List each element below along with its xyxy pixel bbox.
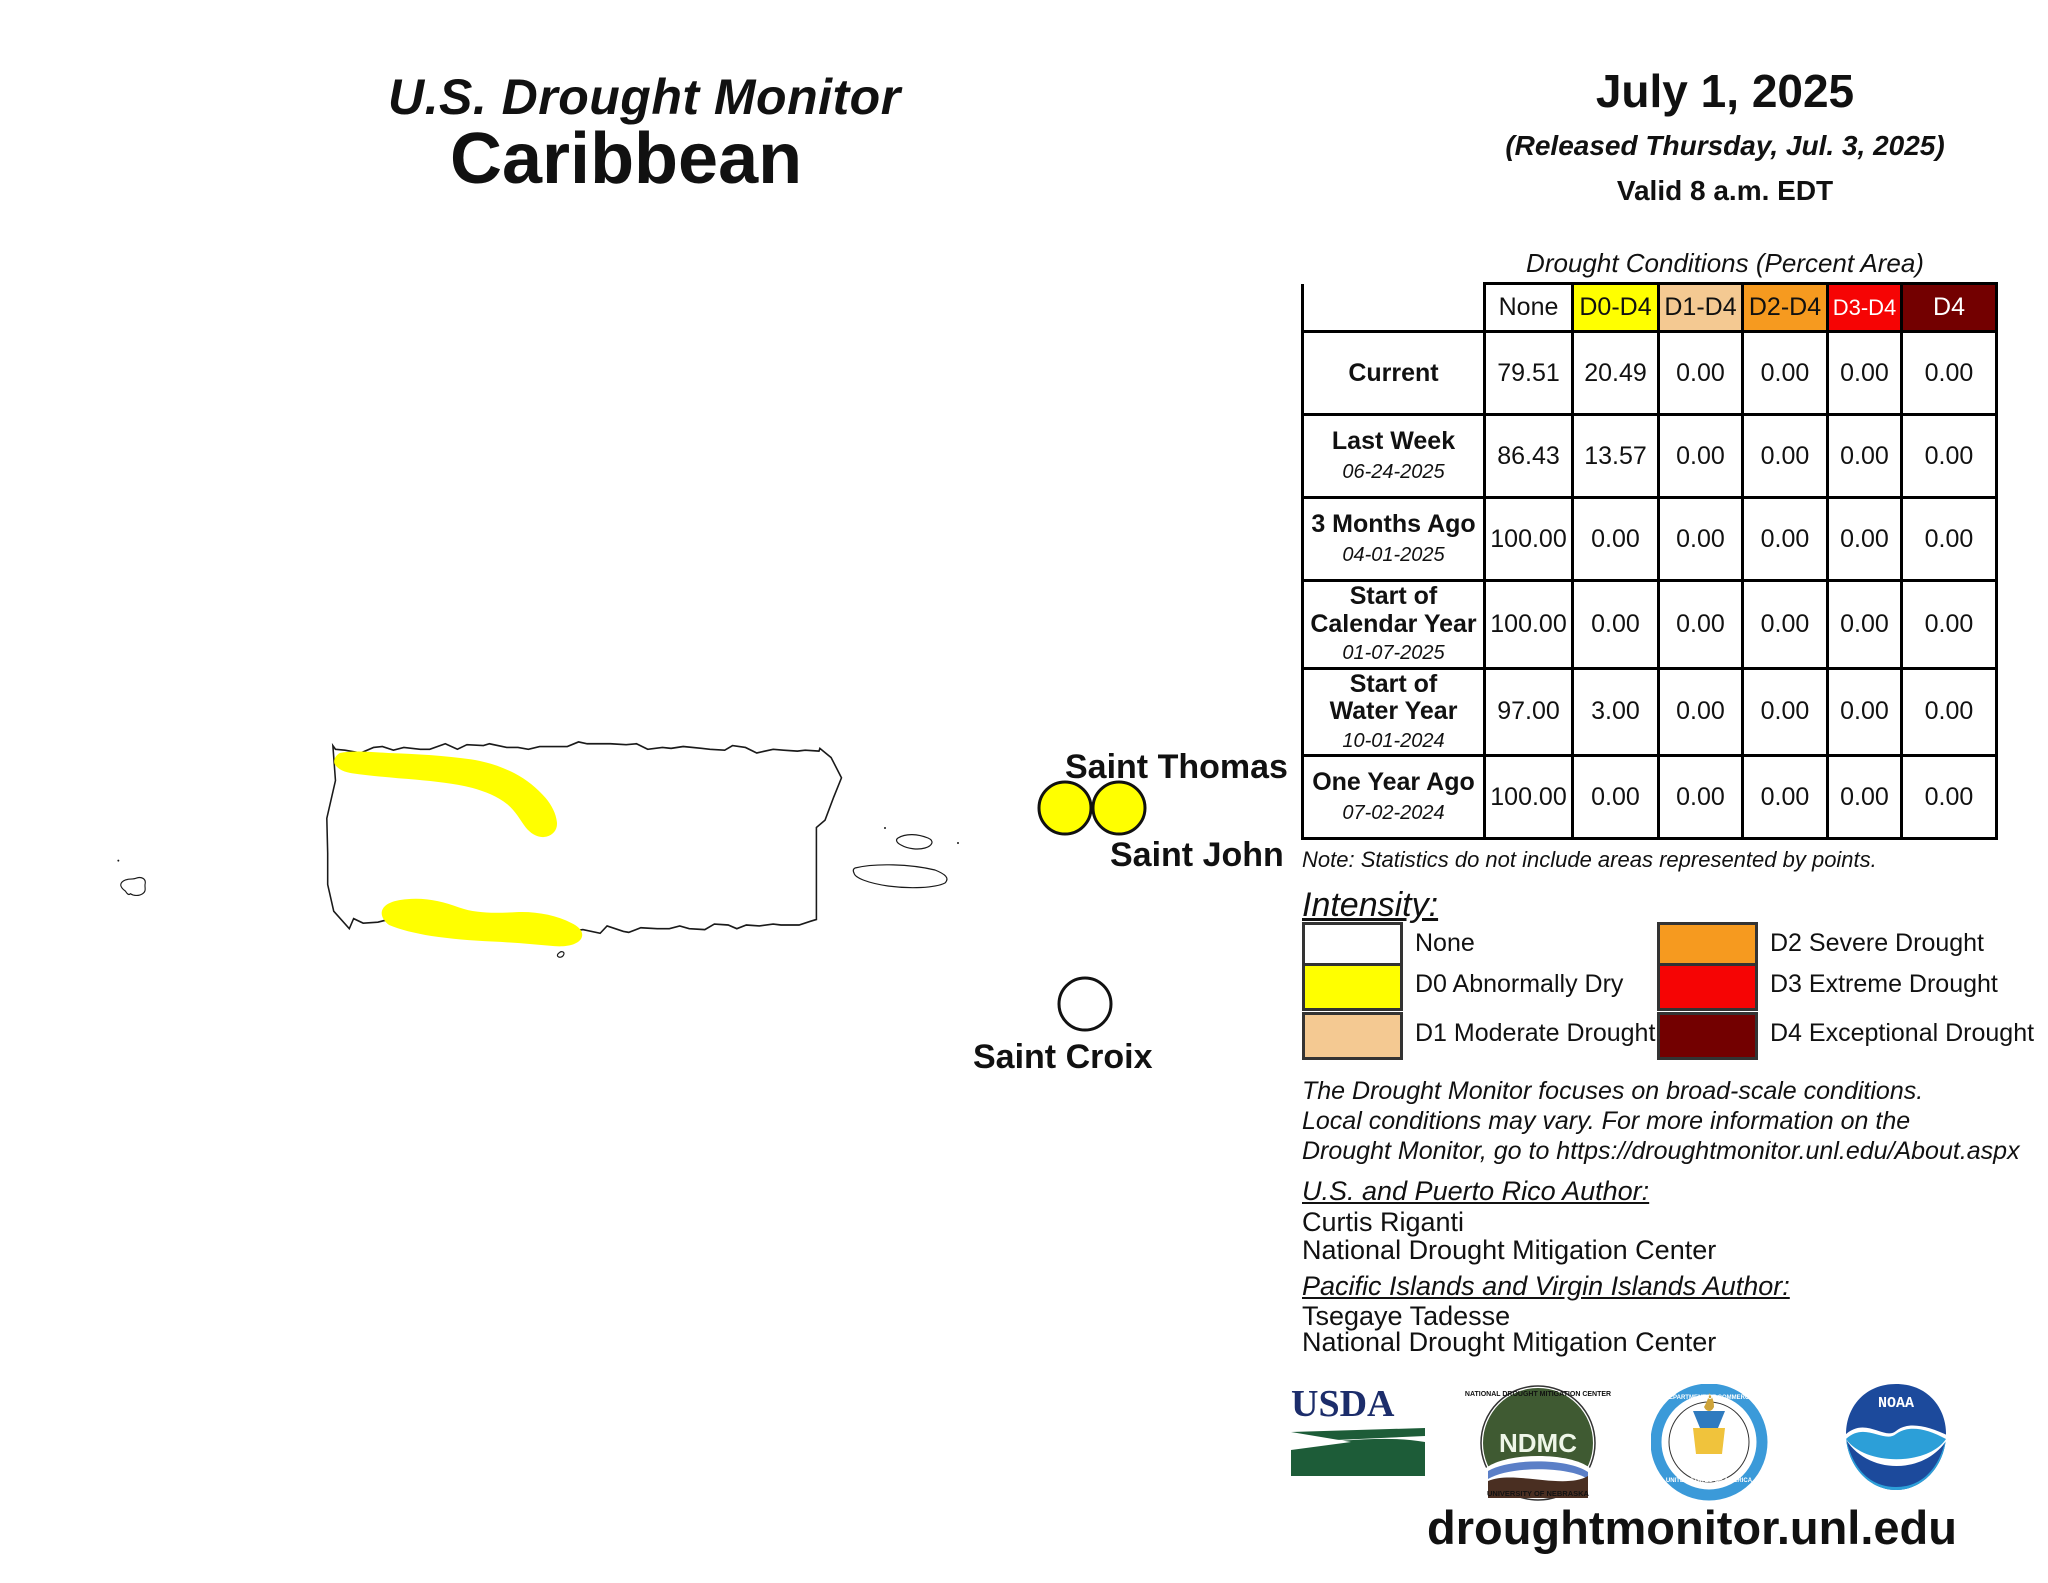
svg-text:NATIONAL DROUGHT MITIGATION CE: NATIONAL DROUGHT MITIGATION CENTER xyxy=(1465,1391,1611,1398)
svg-text:USDA: USDA xyxy=(1291,1384,1395,1425)
svg-text:NOAA: NOAA xyxy=(1878,1395,1914,1412)
svg-text:NDMC: NDMC xyxy=(1499,1428,1577,1458)
svg-text:UNITED STATES OF AMERICA: UNITED STATES OF AMERICA xyxy=(1666,1478,1753,1484)
svg-text:UNIVERSITY OF NEBRASKA: UNIVERSITY OF NEBRASKA xyxy=(1487,1489,1590,1498)
svg-text:DEPARTMENT OF COMMERCE: DEPARTMENT OF COMMERCE xyxy=(1665,1395,1754,1401)
